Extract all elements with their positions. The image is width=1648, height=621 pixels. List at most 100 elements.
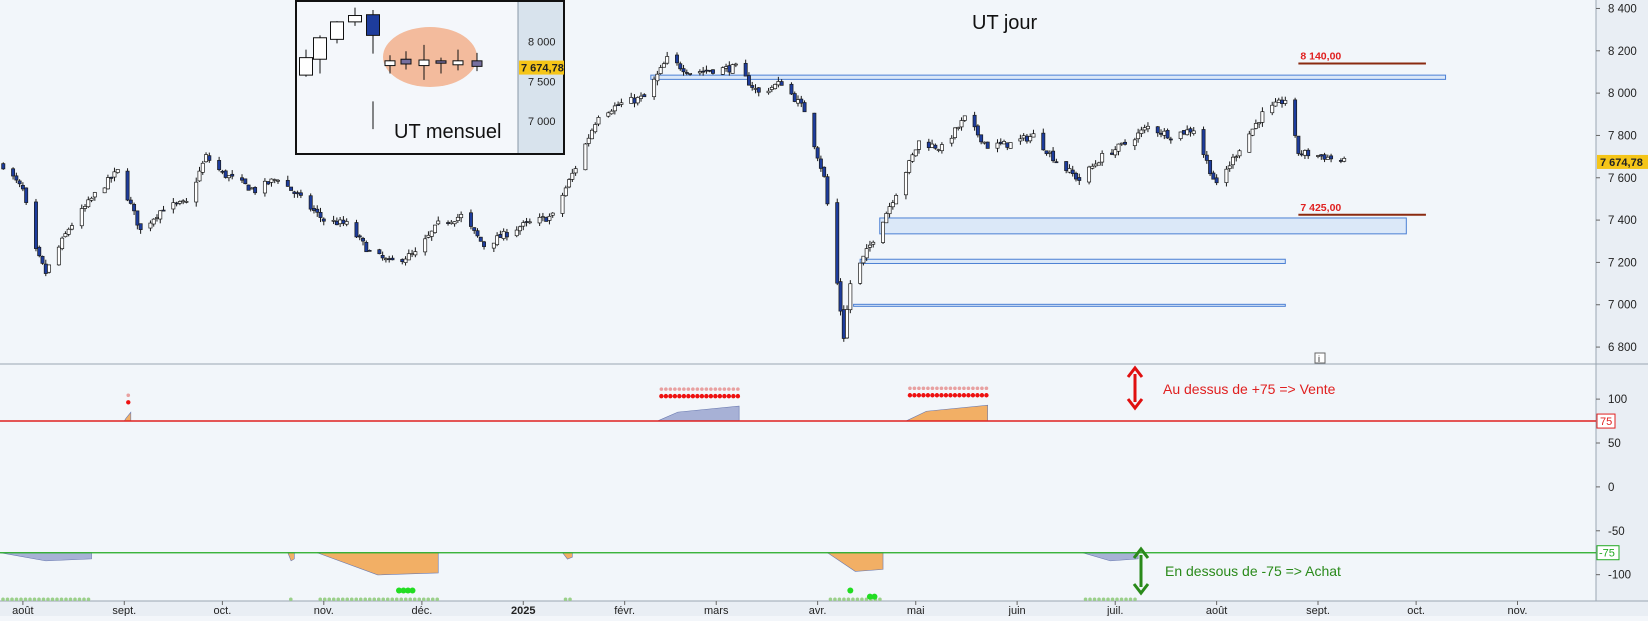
candle (79, 208, 84, 227)
candle (115, 169, 120, 173)
candle (217, 160, 222, 171)
candle (105, 177, 110, 190)
sell-signal-dot-light (953, 386, 957, 391)
candle (678, 63, 683, 70)
candle (112, 171, 117, 178)
candle (383, 258, 388, 261)
candle (707, 69, 712, 72)
x-tick-label: août (12, 605, 33, 616)
candle (547, 215, 552, 221)
x-tick-label: déc. (411, 605, 432, 616)
candle (894, 195, 899, 205)
buy-signal-dot-light (430, 597, 435, 602)
candle (56, 246, 61, 266)
sell-signal-dot-light (673, 387, 677, 391)
buy-signal-dot-light (828, 597, 833, 602)
sell-signal-dot (695, 393, 700, 399)
buy-signal-dot-light (1115, 597, 1119, 602)
candle (200, 162, 205, 173)
buy-signal-dot-light (1, 597, 5, 602)
candle (1293, 99, 1298, 136)
candle (1005, 142, 1010, 148)
sell-signal-dot (681, 393, 687, 399)
sell-signal-dot-light (668, 387, 673, 391)
candle (727, 65, 732, 73)
candle (1270, 104, 1275, 114)
buy-signal-dot-light (367, 597, 372, 602)
buy-signal-dot-light (289, 597, 293, 602)
buy-signal-dot-light (435, 597, 440, 602)
candle (501, 230, 506, 239)
buy-signal-dot (847, 587, 854, 594)
buy-signal-dot-light (349, 597, 354, 602)
candle (1077, 177, 1082, 181)
candle (1322, 154, 1327, 160)
candle (1028, 136, 1033, 142)
candle (743, 62, 748, 77)
monthly-inset: UT mensuel (295, 0, 565, 155)
candle (524, 221, 529, 223)
candle (148, 222, 153, 229)
sell-signal-dot (970, 393, 976, 398)
buy-signal-dot-light (376, 597, 381, 602)
candle (642, 94, 647, 98)
x-tick-label: sept. (112, 605, 136, 616)
buy-signal-dot-light (837, 597, 842, 602)
candle (475, 230, 480, 237)
candle (1188, 128, 1193, 133)
candle (315, 208, 320, 213)
candle (655, 73, 660, 82)
inset-candle (366, 14, 380, 36)
sell-signal-dot-light (935, 386, 939, 391)
sell-signal-dot-light (944, 386, 948, 391)
buy-signal-dot-light (408, 597, 413, 602)
candle (619, 102, 624, 105)
sell-signal-dot (717, 393, 723, 399)
sell-signal-dot (912, 393, 917, 398)
buy-signal-dot-light (372, 597, 377, 602)
candle (429, 230, 434, 237)
candle (1237, 150, 1242, 157)
level-label: 7 425,00 (1300, 202, 1341, 214)
candle (766, 90, 771, 94)
candle (11, 168, 16, 177)
candle (756, 87, 761, 93)
sell-signal-dot (726, 393, 732, 399)
candle (177, 201, 182, 204)
candle (220, 170, 225, 173)
inset-axis-bg (518, 2, 563, 153)
buy-signal-dot-light (64, 597, 68, 602)
sell-signal-dot-light (722, 387, 727, 391)
candle (841, 309, 846, 339)
sell-signal-dot-light (659, 387, 664, 391)
sell-signal-dot (663, 393, 669, 399)
candle (848, 283, 853, 311)
candle (930, 143, 935, 148)
candle (295, 192, 300, 195)
candle (243, 178, 248, 185)
candle (1074, 172, 1078, 180)
candle (985, 141, 990, 149)
buy-signal-dot-light (46, 597, 50, 602)
sell-signal-dot (699, 393, 705, 399)
candle (377, 249, 382, 255)
candle (1224, 168, 1229, 183)
sell-signal-dot-light (677, 387, 682, 391)
candle (272, 179, 277, 181)
buy-signal-dot-light (73, 597, 77, 602)
candle (939, 144, 944, 152)
candle (132, 203, 137, 212)
buy-signal-dot-light (864, 597, 869, 602)
sell-signal-dot-light (921, 386, 926, 391)
candle (37, 246, 42, 257)
support-zone (879, 217, 1407, 235)
candle (469, 212, 473, 227)
candle (276, 179, 280, 182)
candle (1031, 133, 1036, 138)
candle (334, 220, 339, 226)
candle (563, 187, 568, 197)
candle (1155, 126, 1160, 134)
candle (269, 178, 274, 183)
